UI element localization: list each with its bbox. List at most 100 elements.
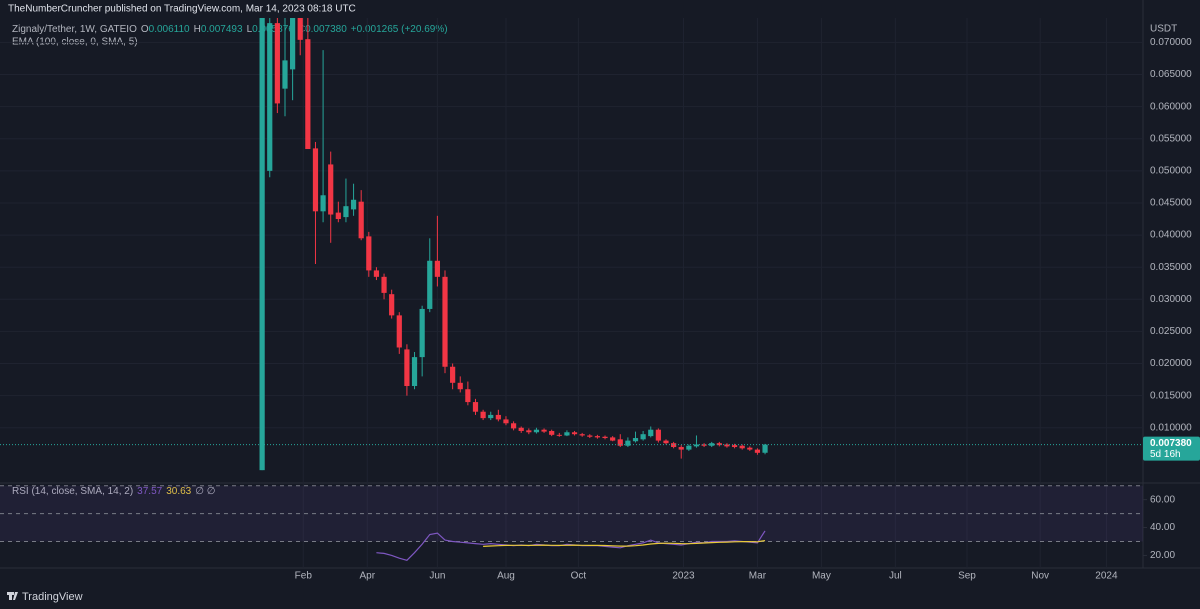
candle-body (731, 445, 738, 448)
candle-body (320, 195, 326, 212)
x-tick-label: Oct (571, 571, 587, 582)
y-tick-label: 0.070000 (1150, 37, 1192, 48)
candle-body (411, 357, 418, 387)
candle-body (343, 206, 349, 218)
candle-body (754, 449, 761, 453)
candle-body (610, 437, 616, 441)
x-tick-label: 2023 (672, 571, 695, 582)
x-tick-label: Nov (1031, 571, 1049, 582)
candle-body (510, 423, 517, 429)
rsi-title: RSI (14, close, SMA, 14, 2) (12, 486, 133, 497)
candle-body (450, 366, 456, 383)
candle-body (594, 436, 601, 438)
candle-body (373, 270, 380, 277)
x-tick-label: 2024 (1095, 571, 1118, 582)
rsi-ma-last: 30.63 (166, 486, 191, 497)
candle-body (716, 443, 722, 446)
candle-body (419, 308, 425, 358)
y-tick-label: 40.00 (1150, 522, 1175, 533)
y-tick-label: 20.00 (1150, 550, 1175, 561)
candle-body (465, 389, 471, 403)
candle-body (533, 429, 540, 433)
candle-body (686, 445, 692, 450)
y-tick-label: 0.030000 (1150, 294, 1192, 305)
change: +0.001265 (+20.69%) (351, 24, 448, 35)
candle-body (724, 444, 730, 447)
x-tick-label: Jun (429, 571, 445, 582)
footer-logo (7, 592, 18, 600)
candle-body (267, 23, 273, 171)
candle-body (762, 444, 768, 453)
candle-body (259, 18, 265, 471)
y-tick-label: 0.015000 (1150, 390, 1192, 401)
y-tick-label: 60.00 (1150, 494, 1175, 505)
candle-body (564, 432, 570, 436)
candle-body (503, 419, 509, 424)
candle-body (274, 23, 280, 104)
candle-body (495, 414, 501, 420)
symbol-legend: Zignaly/Tether, 1W, GATEIO O0.006110 H0.00… (12, 24, 448, 35)
candle-body (518, 427, 524, 431)
y-tick-label: 0.035000 (1150, 262, 1192, 273)
y-tick-label: 0.040000 (1150, 230, 1192, 241)
x-tick-label: Sep (958, 571, 976, 582)
candle-body (350, 199, 357, 210)
countdown: 5d 16h (1150, 449, 1181, 460)
candle-body (442, 276, 448, 367)
candle-body (739, 445, 745, 449)
last-price-box (1143, 436, 1200, 461)
candle-body (335, 212, 341, 220)
candle-body (549, 430, 555, 435)
candle-body (472, 402, 479, 412)
candle-body (457, 382, 463, 390)
ohlc-value: 0.005876 (252, 24, 294, 35)
candle-body (488, 414, 494, 419)
ohlc-key: O (141, 24, 149, 35)
y-tick-label: 0.065000 (1150, 69, 1192, 80)
axis-unit: USDT (1150, 24, 1177, 35)
candle-body (602, 436, 608, 439)
candle-body (671, 443, 677, 448)
y-tick-label: 0.060000 (1150, 101, 1192, 112)
y-tick-label: 0.010000 (1150, 422, 1192, 433)
candle-body (290, 18, 296, 70)
y-tick-label: 0.025000 (1150, 326, 1192, 337)
rsi-legend: RSI (14, close, SMA, 14, 2) 37.57 30.63 ∅ ∅ (12, 486, 215, 497)
rsi-last: 37.57 (137, 486, 162, 497)
y-tick-label: 0.045000 (1150, 198, 1192, 209)
candle-body (617, 439, 623, 446)
candle-body (366, 236, 372, 271)
ohlc-value: 0.007380 (305, 24, 347, 35)
logo-icon (7, 592, 18, 600)
candle-body (693, 444, 700, 447)
candle-body (305, 39, 311, 150)
candle-body (427, 260, 433, 309)
candle-body (587, 435, 593, 437)
candle-body (389, 294, 395, 316)
x-tick-label: Aug (497, 571, 515, 582)
candle-body (404, 349, 410, 387)
candle-body (358, 201, 364, 239)
ohlc-value: 0.006110 (149, 24, 190, 35)
last-price-label: 0.007380 (1150, 438, 1192, 449)
y-tick-label: 0.050000 (1150, 165, 1192, 176)
candle-body (632, 438, 639, 442)
y-tick-label: 0.055000 (1150, 133, 1192, 144)
candle-body (648, 429, 654, 437)
candle-body (556, 434, 562, 436)
rsi-extra: ∅ ∅ (195, 486, 215, 497)
x-tick-label: Mar (749, 571, 767, 582)
x-tick-label: May (812, 571, 831, 582)
candle-body (434, 260, 440, 277)
candle-body (747, 447, 753, 450)
candle-body (541, 429, 547, 432)
candle-body (701, 444, 707, 446)
x-tick-label: Jul (889, 571, 902, 582)
candle-body (663, 440, 669, 444)
rsi-line (483, 540, 766, 547)
ohlc-key: L (247, 24, 253, 35)
y-tick-label: 0.020000 (1150, 358, 1192, 369)
candle-body (396, 315, 402, 348)
